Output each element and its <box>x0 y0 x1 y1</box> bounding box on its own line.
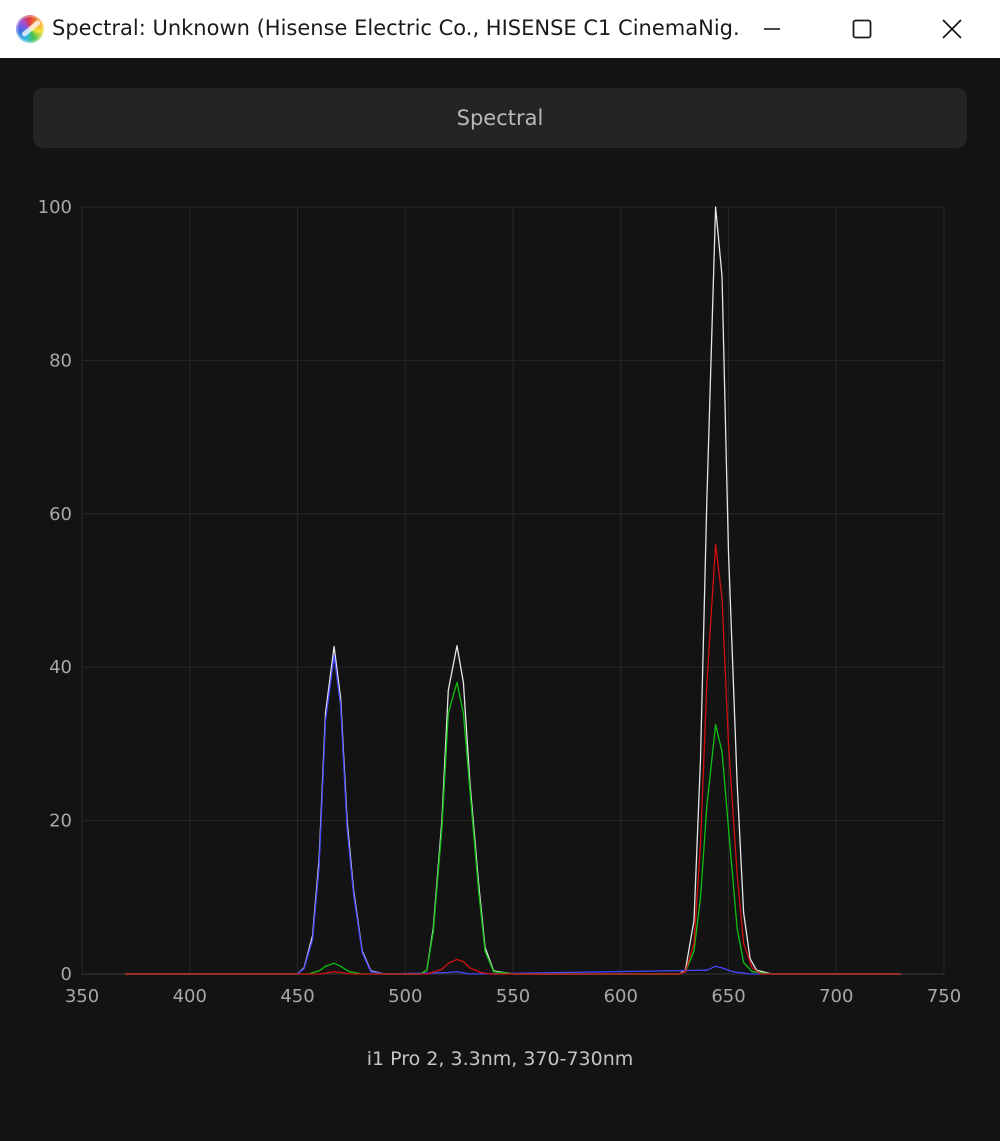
y-tick-label: 40 <box>49 657 72 678</box>
x-tick-label: 400 <box>173 986 207 1007</box>
x-tick-label: 650 <box>711 986 745 1007</box>
series-line-blue <box>125 655 901 975</box>
app-icon <box>16 15 44 43</box>
x-tick-label: 450 <box>280 986 314 1007</box>
close-button[interactable] <box>906 0 998 58</box>
x-tick-label: 350 <box>65 986 99 1007</box>
instrument-info: i1 Pro 2, 3.3nm, 370-730nm <box>366 1048 634 1070</box>
x-tick-label: 500 <box>388 986 422 1007</box>
y-tick-label: 60 <box>49 504 72 525</box>
maximize-button[interactable] <box>816 0 908 58</box>
minimize-icon <box>764 28 780 30</box>
series-line-white <box>125 206 901 975</box>
x-tick-label: 750 <box>927 986 961 1007</box>
y-tick-label: 0 <box>61 964 72 985</box>
series-line-red <box>125 543 901 975</box>
series-line-green <box>125 681 901 975</box>
window-title: Spectral: Unknown (Hisense Electric Co.,… <box>52 16 742 40</box>
title-bar: Spectral: Unknown (Hisense Electric Co.,… <box>0 0 1000 58</box>
x-tick-label: 550 <box>496 986 530 1007</box>
window-content <box>2 58 998 1139</box>
y-tick-label: 80 <box>49 350 72 371</box>
y-tick-label: 100 <box>38 197 72 218</box>
x-tick-label: 700 <box>819 986 853 1007</box>
chart-header: Spectral <box>33 88 967 148</box>
y-tick-label: 20 <box>49 811 72 832</box>
minimize-button[interactable] <box>726 0 818 58</box>
x-tick-label: 600 <box>604 986 638 1007</box>
maximize-icon <box>852 19 872 39</box>
chart-header-label: Spectral <box>456 106 544 130</box>
close-icon <box>942 19 962 39</box>
